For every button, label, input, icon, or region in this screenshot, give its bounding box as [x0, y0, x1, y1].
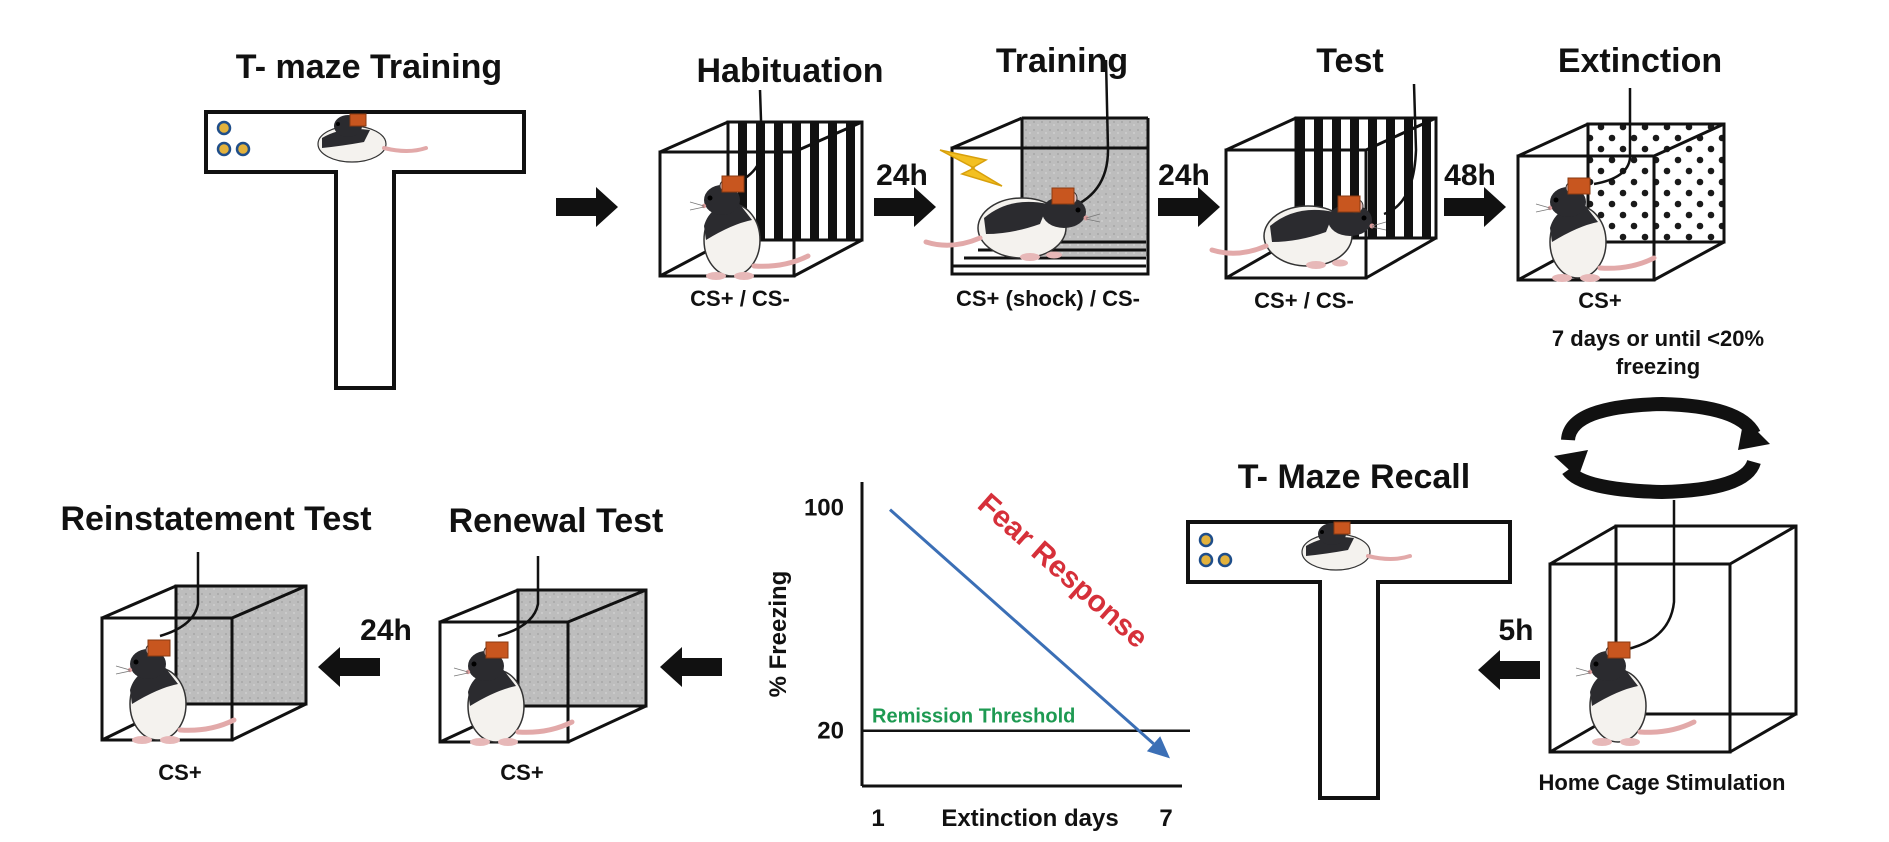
habituation-cs-label: CS+ / CS- [690, 286, 790, 311]
lightning-bolt-icon [939, 149, 1003, 187]
fear-response-label: Fear Response [971, 487, 1154, 655]
tmaze-training-stage: T- maze Training [204, 48, 526, 390]
rat-test [1212, 196, 1386, 269]
delay-home-to-recall: 5h [1498, 614, 1533, 647]
test-cs-label: CS+ / CS- [1254, 288, 1354, 313]
reinstatement-cs-label: CS+ [158, 760, 201, 785]
x-axis-label: Extinction days [941, 805, 1118, 832]
test-stage: Test CS+ / CS- [1212, 42, 1438, 313]
renewal-title: Renewal Test [449, 502, 664, 540]
food-pellets [216, 120, 251, 157]
tether-wire [497, 556, 540, 638]
arrow-to-extinction [1444, 187, 1506, 227]
gray-wall [176, 586, 306, 704]
training-cs-label: CS+ (shock) / CS- [956, 286, 1140, 311]
arrow-to-training [874, 187, 936, 227]
habituation-title: Habituation [697, 52, 884, 90]
tether-wire [1383, 83, 1418, 216]
arrow-to-test [1158, 187, 1220, 227]
tmaze-training-title: T- maze Training [236, 48, 502, 86]
home-cage-caption: Home Cage Stimulation [1539, 770, 1786, 795]
extinction-cs-label: CS+ [1578, 288, 1621, 313]
tether-wire [159, 552, 200, 638]
delay-hab-to-train: 24h [876, 159, 928, 192]
home-cage-stage: Home Cage Stimulation [1539, 500, 1798, 795]
training-cage [950, 116, 1150, 276]
tmaze-training-maze [204, 110, 526, 390]
food-pellets [1198, 532, 1233, 568]
gray-wall [518, 590, 646, 706]
training-stage: Training CS+ (shock) / CS- [926, 42, 1150, 311]
renewal-cs-label: CS+ [500, 760, 543, 785]
rat-home-cage [1576, 642, 1694, 746]
reinstatement-title: Reinstatement Test [60, 500, 371, 538]
dotted-wall [1588, 124, 1724, 242]
arrow-to-recall [1478, 650, 1540, 690]
arrow-to-reinstatement [318, 647, 380, 687]
x-tick-label: 1 [871, 805, 884, 832]
fear-response-line [889, 508, 1155, 745]
fear-response-arrowhead [1146, 736, 1170, 759]
tether-wire [1593, 88, 1632, 186]
extinction-title: Extinction [1558, 42, 1722, 80]
delay-renewal-to-reinstatement: 24h [360, 614, 412, 647]
delay-train-to-test: 24h [1158, 159, 1210, 192]
threshold-label: Remission Threshold [872, 706, 1075, 728]
cycle-arrows-icon [1554, 396, 1770, 500]
habituation-stage: Habituation CS+ / CS- [658, 52, 884, 311]
home-cage [1548, 524, 1798, 754]
arrow-to-habituation [556, 187, 618, 227]
arrow-to-renewal [660, 647, 722, 687]
test-title: Test [1316, 42, 1383, 80]
tmaze-recall-maze [1186, 520, 1512, 800]
freezing-chart: 100 20 1 7 Extinction days % Freezing Re… [765, 482, 1190, 832]
y-axis-label: % Freezing [765, 571, 792, 698]
renewal-stage: Renewal Test CS+ [438, 502, 664, 785]
tmaze-recall-title: T- Maze Recall [1238, 458, 1470, 496]
delay-test-to-ext: 48h [1444, 159, 1496, 192]
extinction-note-line2: freezing [1616, 354, 1700, 379]
x-tick-label: 7 [1159, 805, 1172, 832]
tether-wire [1623, 500, 1676, 652]
y-tick-label: 20 [817, 718, 844, 745]
reinstatement-stage: Reinstatement Test CS+ [60, 500, 371, 785]
renewal-cage [438, 588, 648, 744]
tmaze-recall-stage: T- Maze Recall [1186, 458, 1512, 800]
extinction-note-line1: 7 days or until <20% [1552, 326, 1764, 351]
y-tick-label: 100 [804, 495, 844, 522]
extinction-stage: Extinction CS+ 7 days or until <20% free… [1516, 42, 1764, 379]
training-title: Training [996, 42, 1128, 80]
